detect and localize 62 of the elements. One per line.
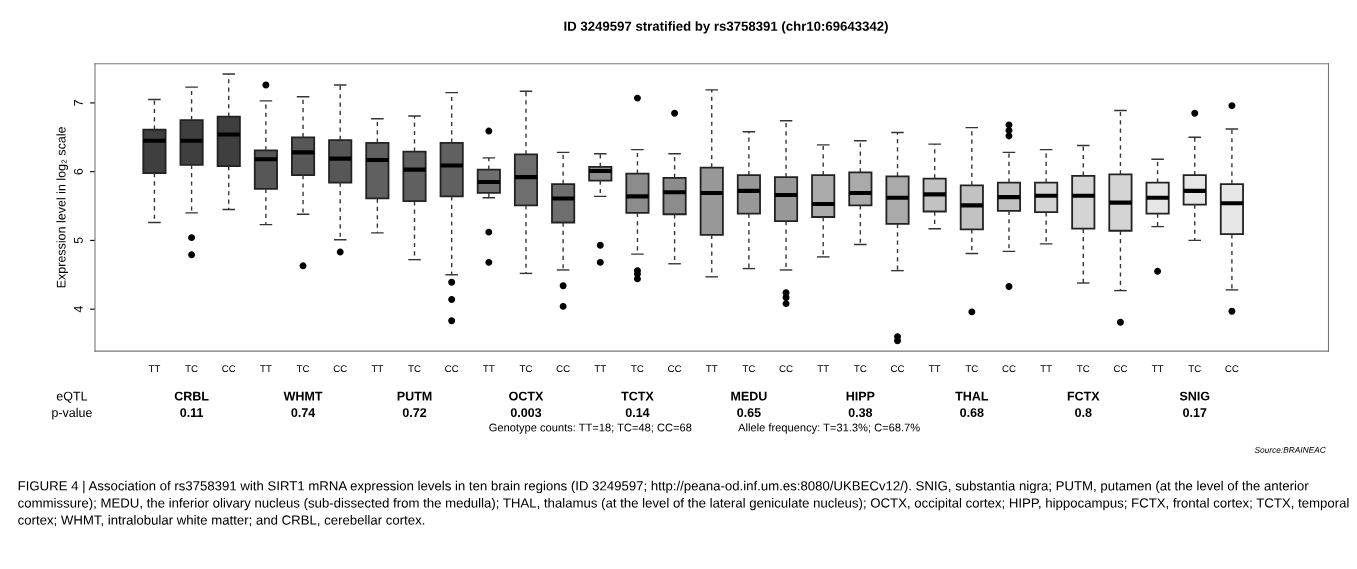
x-tick-label: TT	[371, 365, 384, 373]
y-tick-label: 7	[74, 100, 83, 106]
text: SNIG	[1179, 391, 1210, 401]
x-tick-label: CC	[1225, 365, 1239, 373]
text: Allele frequency: T=31.3%; C=68.7%	[738, 423, 920, 434]
text: HIPP	[846, 391, 875, 401]
text: 0.74	[291, 408, 316, 418]
text: 0.65	[737, 408, 761, 418]
x-tick-label: CC	[556, 365, 570, 373]
x-tick-label: TT	[817, 365, 829, 373]
x-tick-label: TT	[483, 365, 495, 373]
x-tick-label: CC	[333, 365, 347, 373]
x-tick-label: TT	[706, 365, 718, 373]
x-tick-label: TC	[854, 365, 867, 373]
x-tick-label: TT	[260, 365, 272, 373]
x-tick-label: TC	[1077, 365, 1090, 373]
x-tick-label: CC	[1113, 365, 1128, 373]
y-tick-label: 6	[73, 168, 83, 175]
text: 0.38	[848, 408, 873, 418]
x-tick-label: TC	[185, 365, 198, 373]
x-tick-label: CC	[668, 365, 682, 373]
x-tick-label: TC	[296, 365, 310, 373]
x-tick-label: TT	[928, 365, 941, 373]
x-tick-label: CC	[222, 365, 236, 373]
x-tick-label: TT	[1151, 365, 1164, 373]
text: 0.8	[1075, 408, 1092, 418]
x-tick-label: CC	[445, 365, 459, 373]
text: TCTX	[621, 391, 654, 401]
x-tick-label: TC	[1188, 365, 1201, 373]
text: OCTX	[509, 391, 544, 401]
x-tick-label: TC	[408, 365, 421, 373]
caption: FIGURE 4 | Association of rs3758391 with SIRT1 mRNA expression levels in ten brain regions (ID 3249597; http://peana-od.inf.um.es:8080/UKBECv12/). SNIG, substantia nigra; PUTM, putamen (at the level of the anterior commissure); MEDU, the inferior olivary nucleus (sub-dissected from the medulla); THAL, thalamus (at the level of the lateral geniculate nucleus); OCTX, occipital cortex; HIPP, hippocampus; FCTX, frontal cortex; TCTX, temporal cortex; WHMT, intralobular white matter; and CRBL, cerebellar cortex.	[18, 480, 1349, 527]
text: 0.68	[960, 408, 984, 418]
chart-title: ID 3249597 stratified by rs3758391 (chr10:69643342)	[564, 21, 888, 34]
text: FCTX	[1067, 391, 1100, 401]
x-tick-label: TT	[1040, 365, 1052, 373]
text: CRBL	[174, 391, 209, 401]
text: eQTL	[56, 391, 88, 403]
text: 0.003	[510, 408, 542, 418]
x-tick-label: TC	[965, 365, 978, 373]
text: Genotype counts: TT=18; TC=48; CC=68	[489, 423, 692, 434]
text: p-value	[52, 407, 92, 420]
text: THAL	[955, 391, 989, 401]
y-tick-label: 5	[74, 237, 83, 244]
text: 0.72	[402, 408, 427, 418]
text: 0.11	[180, 408, 204, 418]
x-tick-label: CC	[890, 365, 905, 373]
x-tick-label: CC	[779, 365, 793, 373]
y-tick-label: 4	[74, 306, 83, 313]
text: MEDU	[731, 391, 767, 401]
x-tick-label: TC	[519, 365, 533, 373]
x-tick-label: TT	[594, 365, 606, 373]
source-note: Source:BRAINEAC	[1254, 446, 1326, 453]
text: WHMT	[283, 391, 323, 401]
text: PUTM	[397, 391, 432, 401]
x-tick-label: TT	[148, 365, 161, 373]
text: 0.17	[1183, 408, 1207, 418]
x-tick-label: CC	[1002, 365, 1016, 373]
text: 0.14	[625, 408, 650, 418]
x-tick-label: TC	[742, 365, 756, 373]
x-tick-label: TC	[631, 365, 644, 373]
y-axis-title: Expression level in log₂ scale	[56, 127, 69, 288]
